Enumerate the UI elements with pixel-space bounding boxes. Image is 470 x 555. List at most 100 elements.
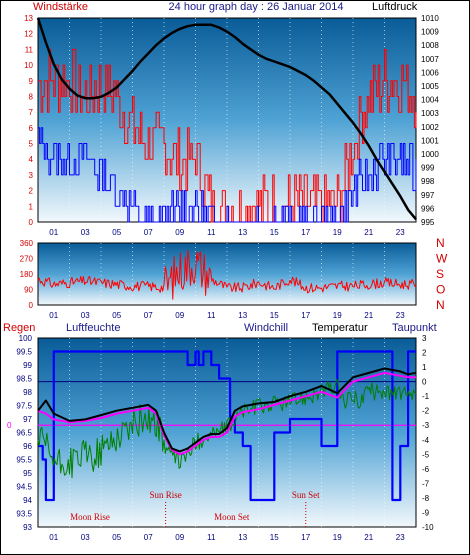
event-label: Moon Set: [214, 512, 250, 522]
temperature-tick-label: 0: [422, 378, 427, 387]
time-tick-label: 21: [364, 228, 373, 237]
direction-tick-label: 360: [20, 239, 34, 248]
humidity-tick-label: 94.5: [16, 483, 32, 492]
humidity-tick-label: 96.5: [16, 429, 32, 438]
time-tick-label: 03: [81, 533, 90, 542]
humidity-tick-label: 99.5: [16, 348, 32, 357]
pressure-tick-label: 1002: [421, 123, 439, 132]
temperature-tick-label: 2: [422, 349, 427, 358]
event-label: Moon Rise: [70, 512, 110, 522]
dewpoint-line: [37, 371, 416, 456]
humidity-tick-label: 100: [19, 334, 33, 343]
time-tick-label: 09: [175, 228, 184, 237]
time-tick-label: 21: [364, 533, 373, 542]
humidity-tick-label: 97: [23, 415, 32, 424]
time-tick-label: 23: [396, 533, 405, 542]
time-tick-label: 15: [270, 228, 279, 237]
wind-tick-label: 0: [29, 218, 34, 227]
compass-label: O: [436, 283, 445, 297]
wind-axis-label: Windstärke: [33, 1, 88, 13]
wind-tick-label: 7: [29, 108, 34, 117]
compass-label: W: [436, 252, 448, 266]
pressure-tick-label: 1009: [421, 28, 439, 37]
time-tick-label: 03: [81, 228, 90, 237]
time-tick-label: 01: [49, 311, 58, 320]
pressure-tick-label: 998: [421, 177, 435, 186]
time-tick-label: 03: [81, 311, 90, 320]
temperature-tick-label: -9: [422, 508, 430, 517]
humidity-tick-label: 93.5: [16, 510, 32, 519]
pressure-tick-label: 1004: [421, 96, 439, 105]
humidity-label: Luftfeuchte: [66, 322, 120, 334]
rain-zero-label: 0: [7, 421, 12, 430]
rain-label: Regen: [3, 322, 35, 334]
temperature-tick-label: -2: [422, 407, 430, 416]
pressure-tick-label: 1000: [421, 150, 439, 159]
wind-tick-label: 11: [25, 45, 34, 54]
wind-tick-label: 6: [29, 124, 34, 133]
dewpoint-label: Taupunkt: [392, 322, 437, 334]
temperature-tick-label: 1: [422, 363, 427, 372]
pressure-tick-label: 999: [421, 164, 435, 173]
time-tick-label: 09: [175, 311, 184, 320]
time-tick-label: 15: [270, 311, 279, 320]
time-tick-label: 19: [333, 228, 342, 237]
pressure-tick-label: 1006: [421, 68, 439, 77]
windchill-line: [37, 378, 417, 479]
wind-direction-panel: [37, 242, 417, 306]
pressure-tick-label: 1010: [421, 14, 439, 23]
pressure-tick-label: 995: [421, 218, 435, 227]
humidity-tick-label: 95: [23, 469, 32, 478]
humidity-line: [38, 350, 416, 502]
wind-tick-label: 1: [29, 202, 34, 211]
wind-tick-label: 2: [29, 187, 34, 196]
humidity-tick-label: 93: [23, 523, 32, 532]
time-tick-label: 19: [333, 311, 342, 320]
humidity-tick-label: 96: [23, 442, 32, 451]
temperature-tick-label: -4: [422, 436, 430, 445]
pressure-line: [36, 17, 417, 221]
temperature-tick-label: -8: [422, 494, 430, 503]
pressure-axis-label: Luftdruck: [372, 1, 418, 13]
wind-tick-label: 13: [24, 14, 33, 23]
compass-label: S: [436, 267, 444, 281]
pressure-tick-label: 997: [421, 191, 435, 200]
compass-label: N: [436, 236, 445, 250]
time-tick-label: 07: [144, 311, 153, 320]
time-tick-label: 01: [49, 228, 58, 237]
temperature-tick-label: -6: [422, 465, 430, 474]
wind-tick-label: 9: [29, 77, 34, 86]
compass-label: N: [436, 298, 445, 312]
time-tick-label: 19: [333, 533, 342, 542]
wind-tick-label: 8: [29, 92, 34, 101]
pressure-tick-label: 1007: [421, 55, 439, 64]
humidity-tick-label: 97.5: [16, 402, 32, 411]
temperature-tick-label: -5: [422, 450, 430, 459]
humidity-tick-label: 98.5: [16, 375, 32, 384]
temperature-tick-label: -10: [422, 523, 434, 532]
time-tick-label: 23: [396, 311, 405, 320]
time-tick-label: 11: [207, 533, 216, 542]
event-label: Sun Set: [292, 490, 320, 500]
pressure-tick-label: 1008: [421, 41, 439, 50]
temperature-line: [37, 367, 417, 453]
temperature-tick-label: 3: [422, 334, 427, 343]
wind-tick-label: 10: [24, 61, 33, 70]
humidity-tick-label: 94: [23, 496, 32, 505]
wind-direction-line: [37, 249, 417, 300]
wind-tick-label: 3: [29, 171, 34, 180]
wind-tick-label: 4: [29, 155, 34, 164]
time-tick-label: 15: [270, 533, 279, 542]
direction-tick-label: 90: [24, 286, 33, 295]
pressure-tick-label: 996: [421, 204, 435, 213]
time-tick-label: 05: [112, 533, 121, 542]
humidity-tick-label: 99: [23, 361, 32, 370]
time-tick-label: 17: [301, 228, 310, 237]
time-tick-label: 23: [396, 228, 405, 237]
time-tick-label: 09: [175, 533, 184, 542]
direction-tick-label: 270: [20, 255, 34, 264]
pressure-tick-label: 1005: [421, 82, 439, 91]
time-tick-label: 01: [49, 533, 58, 542]
wind-pressure-panel: [37, 17, 417, 223]
